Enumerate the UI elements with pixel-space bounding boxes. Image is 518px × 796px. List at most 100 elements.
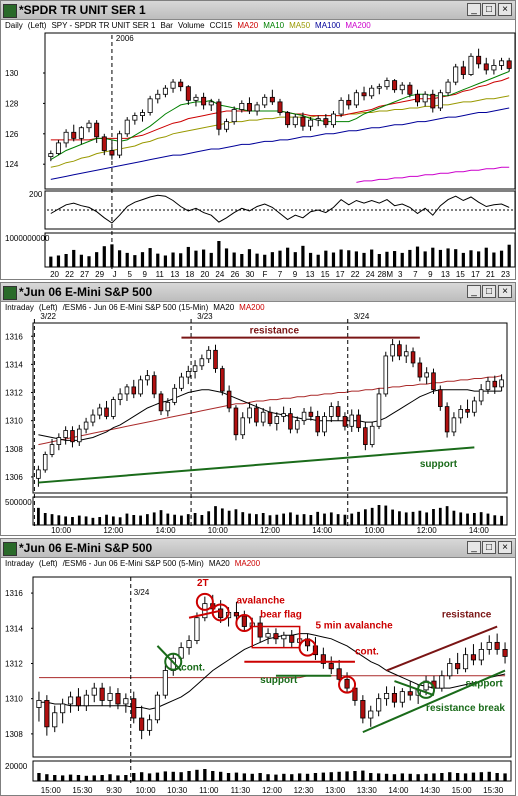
candle-down xyxy=(502,649,508,657)
header-item: MA100 xyxy=(315,21,341,30)
volume-bar xyxy=(461,252,465,267)
minimize-button[interactable]: _ xyxy=(467,541,481,554)
volume-bar xyxy=(234,509,238,525)
y-tick-label: 126 xyxy=(5,130,19,139)
volume-bar xyxy=(147,773,152,781)
chart-window-icon xyxy=(3,4,17,18)
volume-bar xyxy=(132,515,136,525)
y-tick-label: 1316 xyxy=(5,589,23,598)
x-tick-label: 11:00 xyxy=(199,786,219,795)
volume-bar xyxy=(255,514,258,525)
x-tick-label: 26 xyxy=(230,270,239,279)
close-button[interactable]: × xyxy=(498,541,512,554)
x-tick-label: 10:00 xyxy=(51,526,72,535)
candle-up xyxy=(199,358,205,367)
volume-scale-label: 20000 xyxy=(5,762,28,771)
volume-bar xyxy=(274,774,278,781)
session-date-label: 3/24 xyxy=(134,588,150,597)
candle-up xyxy=(185,371,191,378)
volume-bar xyxy=(179,253,183,267)
support-right-annotation: support xyxy=(466,678,504,689)
minimize-button[interactable]: _ xyxy=(467,285,481,298)
volume-bar xyxy=(224,248,229,267)
volume-bar xyxy=(68,774,73,781)
candle-down xyxy=(346,99,352,106)
volume-bar xyxy=(140,252,145,267)
candle-down xyxy=(308,411,314,417)
candle-up xyxy=(499,60,505,66)
volume-bar xyxy=(308,252,313,267)
title-bar[interactable]: *Jun 06 E-Mini S&P 500 _ □ × xyxy=(1,539,515,558)
y-tick-label: 1316 xyxy=(5,332,23,341)
volume-bar xyxy=(500,515,503,525)
header-item: MA20 xyxy=(213,303,235,312)
title-bar[interactable]: *Jun 06 E-Mini S&P 500 _ □ × xyxy=(1,283,515,302)
x-tick-label: 9 xyxy=(142,270,147,279)
volume-bar xyxy=(301,245,305,267)
candle-up xyxy=(369,425,375,445)
volume-bar xyxy=(385,251,389,267)
resistance-break-mark xyxy=(394,680,435,697)
x-tick-label: 9 xyxy=(293,270,298,279)
bear-flag-box xyxy=(251,625,301,649)
candle-up xyxy=(240,417,246,436)
volume-bar xyxy=(163,771,168,781)
volume-bar xyxy=(98,517,102,525)
volume-bar xyxy=(50,514,54,525)
volume-bar xyxy=(411,511,415,525)
volume-bar xyxy=(171,771,175,781)
x-tick-label: 15:30 xyxy=(72,786,93,795)
cci-label: 200 xyxy=(29,190,43,199)
close-button[interactable]: × xyxy=(498,3,512,16)
volume-bar xyxy=(398,511,401,525)
candle-up xyxy=(485,380,491,391)
candle-down xyxy=(430,93,436,109)
volume-bar xyxy=(155,772,160,781)
volume-bar xyxy=(459,512,463,525)
minimize-button[interactable]: _ xyxy=(467,3,481,16)
avalanche-arrow xyxy=(188,609,221,619)
volume-bar xyxy=(220,508,224,525)
volume-bar xyxy=(305,773,310,781)
header-item: (Left) xyxy=(27,21,47,30)
volume-bar xyxy=(152,512,156,525)
volume-bar xyxy=(384,773,389,781)
volume-bar xyxy=(261,513,265,525)
candle-up xyxy=(192,365,198,372)
candle-down xyxy=(75,696,82,707)
candle-down xyxy=(494,641,500,650)
volume-bar xyxy=(424,773,428,781)
candle-up xyxy=(52,712,58,728)
candle-up xyxy=(170,81,176,89)
candle-down xyxy=(335,406,341,417)
volume-bar xyxy=(266,774,270,781)
volume-bar xyxy=(166,513,170,525)
candle-up xyxy=(486,641,492,650)
maximize-button[interactable]: □ xyxy=(482,541,496,554)
maximize-button[interactable]: □ xyxy=(482,3,496,16)
x-tick-label: 14:00 xyxy=(469,526,490,535)
candle-up xyxy=(42,454,48,471)
x-tick-label: 24 xyxy=(366,270,375,279)
candle-down xyxy=(360,700,366,719)
title-bar[interactable]: *SPDR TR UNIT SER 1 _ □ × xyxy=(1,1,515,20)
candle-up xyxy=(349,414,355,427)
volume-bar xyxy=(343,514,347,525)
candle-up xyxy=(67,696,74,705)
x-tick-label: 14:00 xyxy=(156,526,177,535)
y-tick-label: 1314 xyxy=(5,624,23,633)
volume-bar xyxy=(180,515,183,525)
window-title: *Jun 06 E-Mini S&P 500 xyxy=(19,285,153,299)
maximize-button[interactable]: □ xyxy=(482,285,496,298)
candle-down xyxy=(407,84,413,95)
close-button[interactable]: × xyxy=(498,285,512,298)
volume-scale-label: 1000000000 xyxy=(5,234,50,243)
bear-flag-annotation: bear flag xyxy=(260,610,302,621)
candle-up xyxy=(376,393,382,427)
volume-bar xyxy=(370,249,374,267)
chart-window-icon xyxy=(3,542,17,556)
volume-bar xyxy=(139,515,142,525)
candle-down xyxy=(483,63,489,71)
candle-up xyxy=(193,96,199,101)
candle-up xyxy=(90,414,96,423)
